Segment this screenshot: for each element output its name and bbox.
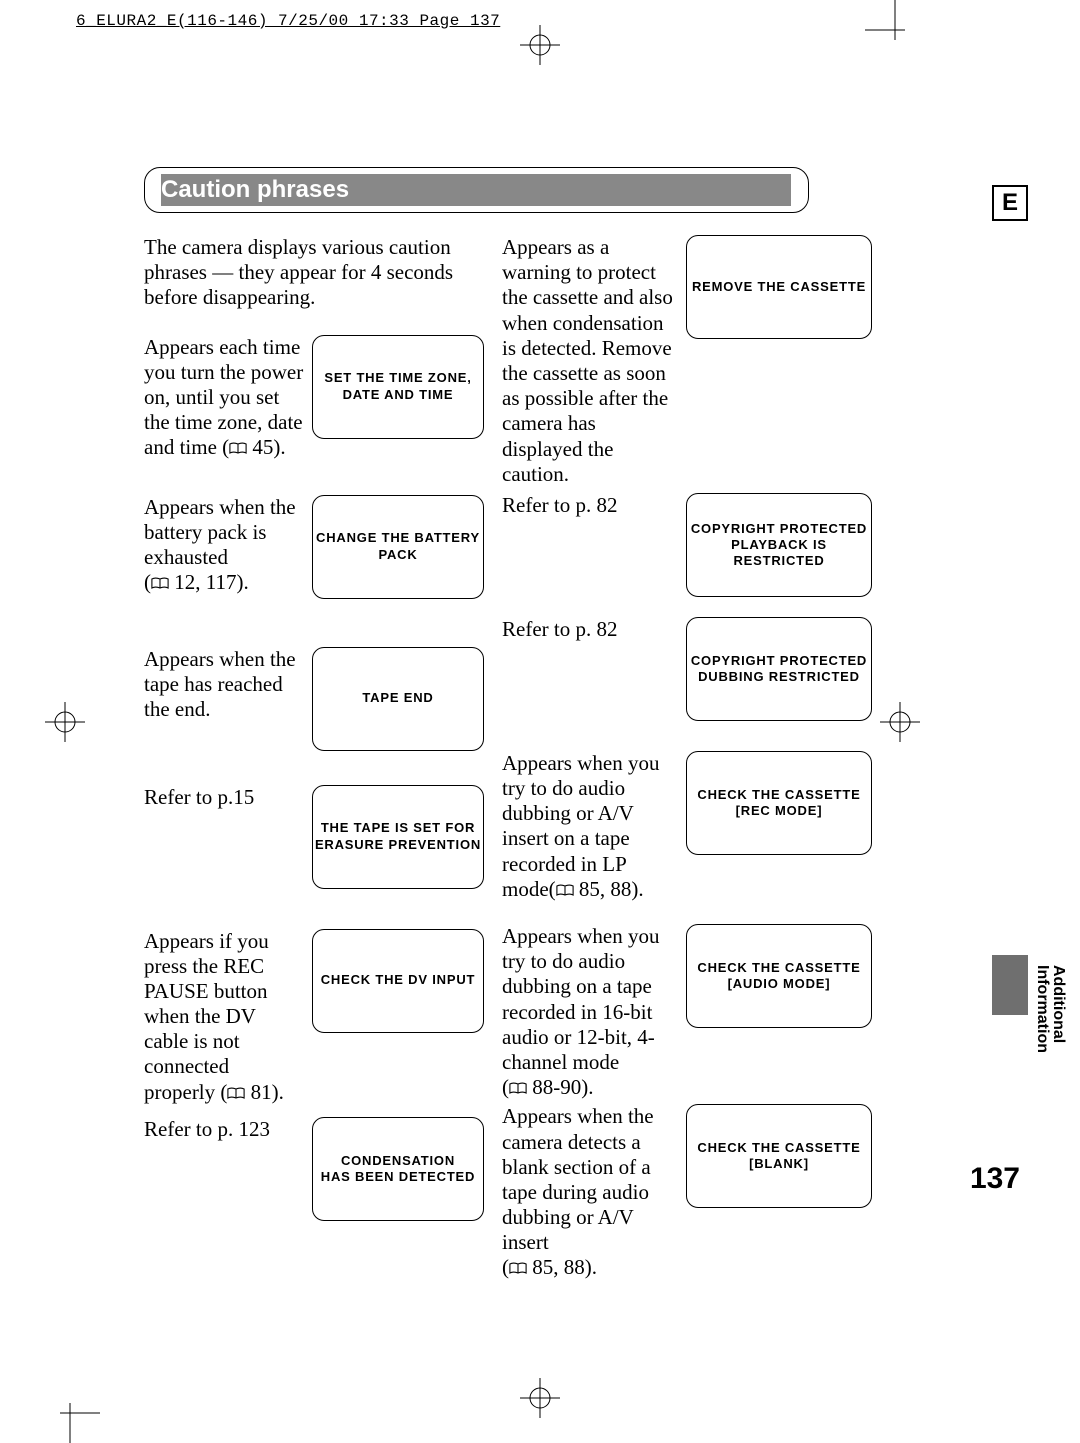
print-header: 6_ELURA2_E(116-146) 7/25/00 17:33 Page 1… bbox=[76, 12, 500, 30]
language-indicator: E bbox=[992, 185, 1028, 221]
page-content: Caution phrases The camera displays vari… bbox=[144, 167, 874, 1281]
spacer bbox=[502, 721, 866, 751]
caution-box: CHECK THE DV INPUT bbox=[312, 929, 484, 1033]
spacer bbox=[144, 751, 480, 785]
caution-entry: Appears when you try to do audio dubbing… bbox=[502, 924, 866, 1100]
spacer bbox=[144, 599, 480, 647]
spacer bbox=[144, 889, 480, 929]
spacer bbox=[502, 902, 866, 924]
caution-entry: Appears each time you turn the power on,… bbox=[144, 335, 480, 461]
caution-description: Refer to p. 82 bbox=[502, 617, 678, 642]
language-indicator-text: E bbox=[1002, 189, 1018, 217]
caution-description: Appears when you try to do audio dubbing… bbox=[502, 924, 678, 1100]
section-header-text: Caution phrases bbox=[161, 174, 791, 206]
content-columns: The camera displays various caution phra… bbox=[144, 235, 874, 1281]
caution-description: Appears if you press the REC PAUSE butto… bbox=[144, 929, 304, 1105]
caution-description: Appears when the tape has reached the en… bbox=[144, 647, 304, 723]
caution-entry: Refer to p. 82COPYRIGHT PROTECTED PLAYBA… bbox=[502, 493, 866, 597]
chapter-tab-label: Additional Information bbox=[1034, 965, 1066, 1053]
registration-mark-left bbox=[40, 697, 90, 747]
caution-description: Appears as a warning to protect the cass… bbox=[502, 235, 678, 487]
caution-box: COPYRIGHT PROTECTED PLAYBACK IS RESTRICT… bbox=[686, 493, 872, 597]
caution-description: Appears each time you turn the power on,… bbox=[144, 335, 304, 461]
left-column: The camera displays various caution phra… bbox=[144, 235, 480, 1281]
caution-description: Refer to p. 82 bbox=[502, 493, 678, 518]
spacer bbox=[502, 597, 866, 617]
caution-entry: Appears when the battery pack is exhaust… bbox=[144, 495, 480, 599]
registration-mark-top bbox=[515, 20, 565, 70]
caution-description: Refer to p. 123 bbox=[144, 1117, 304, 1142]
caution-box: CHECK THE CASSETTE [REC MODE] bbox=[686, 751, 872, 855]
registration-mark-right bbox=[875, 697, 925, 747]
chapter-tab bbox=[992, 955, 1028, 1015]
caution-entry: Refer to p. 123CONDENSATION HAS BEEN DET… bbox=[144, 1117, 480, 1221]
intro-paragraph: The camera displays various caution phra… bbox=[144, 235, 480, 311]
caution-entry: Appears when the camera detects a blank … bbox=[502, 1104, 866, 1280]
caution-box: CHECK THE CASSETTE [AUDIO MODE] bbox=[686, 924, 872, 1028]
caution-box: TAPE END bbox=[312, 647, 484, 751]
spacer bbox=[144, 461, 480, 495]
caution-entry: Appears when you try to do audio dubbing… bbox=[502, 751, 866, 902]
caution-entry: Appears if you press the REC PAUSE butto… bbox=[144, 929, 480, 1105]
caution-box: COPYRIGHT PROTECTED DUBBING RESTRICTED bbox=[686, 617, 872, 721]
caution-box: THE TAPE IS SET FOR ERASURE PREVENTION bbox=[312, 785, 484, 889]
caution-box: CONDENSATION HAS BEEN DETECTED bbox=[312, 1117, 484, 1221]
crop-mark-bottom-left bbox=[40, 1383, 100, 1443]
section-header: Caution phrases bbox=[144, 167, 809, 213]
caution-entry: Appears as a warning to protect the cass… bbox=[502, 235, 866, 487]
caution-entry: Refer to p. 82COPYRIGHT PROTECTED DUBBIN… bbox=[502, 617, 866, 721]
caution-description: Appears when the camera detects a blank … bbox=[502, 1104, 678, 1280]
registration-mark-bottom bbox=[515, 1373, 565, 1423]
crop-mark-top-right bbox=[865, 0, 925, 60]
caution-entry: Refer to p.15THE TAPE IS SET FOR ERASURE… bbox=[144, 785, 480, 889]
caution-box: CHECK THE CASSETTE [BLANK] bbox=[686, 1104, 872, 1208]
right-column: Appears as a warning to protect the cass… bbox=[502, 235, 866, 1281]
caution-description: Appears when you try to do audio dubbing… bbox=[502, 751, 678, 902]
caution-entry: Appears when the tape has reached the en… bbox=[144, 647, 480, 751]
page-number: 137 bbox=[970, 1162, 1020, 1196]
spacer bbox=[144, 1105, 480, 1117]
caution-box: SET THE TIME ZONE, DATE AND TIME bbox=[312, 335, 484, 439]
caution-box: REMOVE THE CASSETTE bbox=[686, 235, 872, 339]
print-header-text: 6_ELURA2_E(116-146) 7/25/00 17:33 Page 1… bbox=[76, 12, 500, 30]
caution-description: Refer to p.15 bbox=[144, 785, 304, 810]
caution-box: CHANGE THE BATTERY PACK bbox=[312, 495, 484, 599]
caution-description: Appears when the battery pack is exhaust… bbox=[144, 495, 304, 596]
